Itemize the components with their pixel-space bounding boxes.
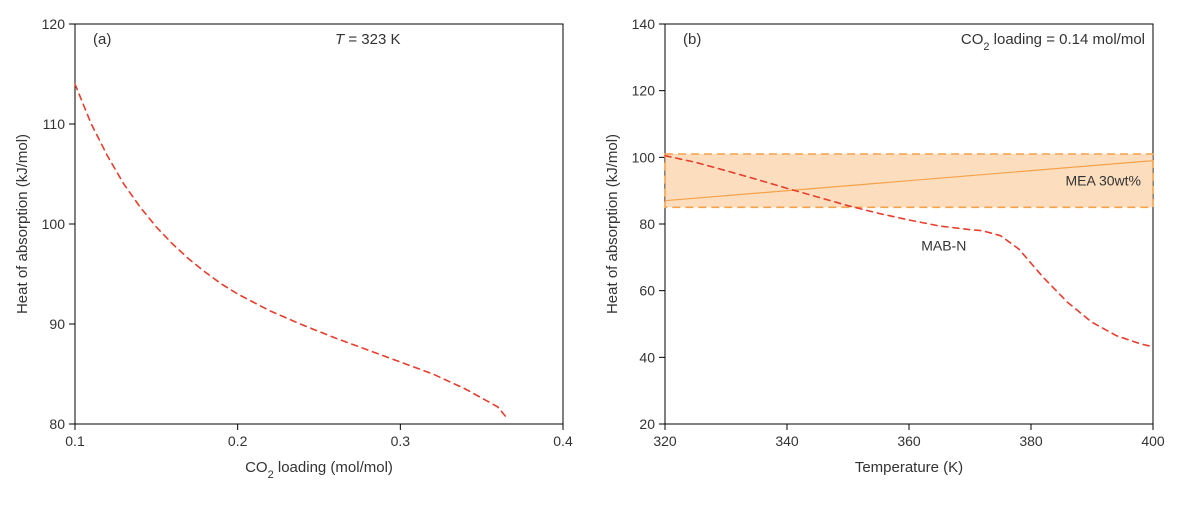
y-tick-label: 140 xyxy=(632,16,656,32)
x-tick-label: 380 xyxy=(1019,433,1043,449)
panel-b: 320 340 360 380 400 20 40 60 80 100 120 140 MEA 30wt… xyxy=(604,16,1165,476)
x-tick-label: 360 xyxy=(897,433,921,449)
axis-box xyxy=(75,24,563,424)
y-tick-label: 120 xyxy=(42,16,66,32)
y-tick-label: 40 xyxy=(639,349,655,365)
y-tick-label: 60 xyxy=(639,283,655,299)
y-axis-label: Heat of absorption (kJ/mol) xyxy=(14,134,31,314)
x-tick-label: 0.4 xyxy=(553,433,573,449)
y-tick-label: 20 xyxy=(639,416,655,432)
x-tick-label: 340 xyxy=(775,433,799,449)
panel-b-subtitle: CO2 loading = 0.14 mol/mol xyxy=(961,31,1145,53)
curve-a xyxy=(75,84,506,417)
panel-a: 0.1 0.2 0.3 0.4 80 90 100 110 120 (a) T = 323 K Hea… xyxy=(14,16,573,481)
y-tick-label: 110 xyxy=(43,116,66,132)
panel-label: (b) xyxy=(683,31,701,48)
y-tick-label: 90 xyxy=(49,316,65,332)
x-tick-label: 400 xyxy=(1141,433,1165,449)
x-tick-label: 0.2 xyxy=(228,433,248,449)
panel-a-subtitle: T = 323 K xyxy=(335,31,400,48)
mea-band-label: MEA 30wt% xyxy=(1066,173,1141,189)
y-tick-label: 100 xyxy=(632,149,656,165)
figure: 0.1 0.2 0.3 0.4 80 90 100 110 120 (a) T = 323 K Hea… xyxy=(0,0,1179,511)
mabn-label: MAB-N xyxy=(921,238,966,254)
y-tick-label: 120 xyxy=(632,83,656,99)
y-tick-label: 80 xyxy=(49,416,65,432)
x-axis-label: CO2 loading (mol/mol) xyxy=(245,459,393,481)
x-tick-label: 0.3 xyxy=(391,433,411,449)
y-tick-label: 80 xyxy=(639,216,655,232)
x-tick-label: 0.1 xyxy=(65,433,85,449)
chart-svg: 0.1 0.2 0.3 0.4 80 90 100 110 120 (a) T = 323 K Hea… xyxy=(0,0,1179,511)
x-axis-label: Temperature (K) xyxy=(855,459,963,476)
x-tick-label: 320 xyxy=(653,433,677,449)
y-tick-label: 100 xyxy=(42,216,66,232)
axis-box xyxy=(665,24,1153,424)
panel-label: (a) xyxy=(93,31,111,48)
y-axis-label: Heat of absorption (kJ/mol) xyxy=(604,134,621,314)
